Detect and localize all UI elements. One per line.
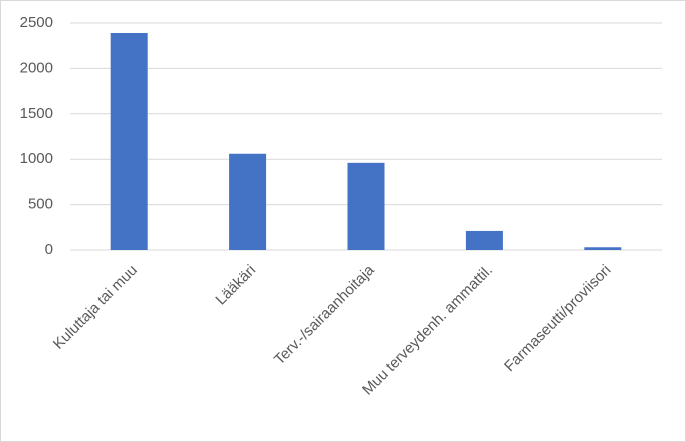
- bar: [110, 32, 148, 250]
- y-tick-label: 2500: [20, 14, 53, 31]
- bar: [229, 153, 267, 250]
- y-tick-label: 2000: [20, 59, 53, 76]
- y-tick-label: 1000: [20, 150, 53, 167]
- bar: [584, 247, 622, 250]
- bar: [347, 162, 385, 250]
- y-tick-label: 0: [45, 241, 53, 258]
- y-tick-label: 500: [28, 196, 53, 213]
- bar: [465, 230, 503, 250]
- y-tick-label: 1500: [20, 105, 53, 122]
